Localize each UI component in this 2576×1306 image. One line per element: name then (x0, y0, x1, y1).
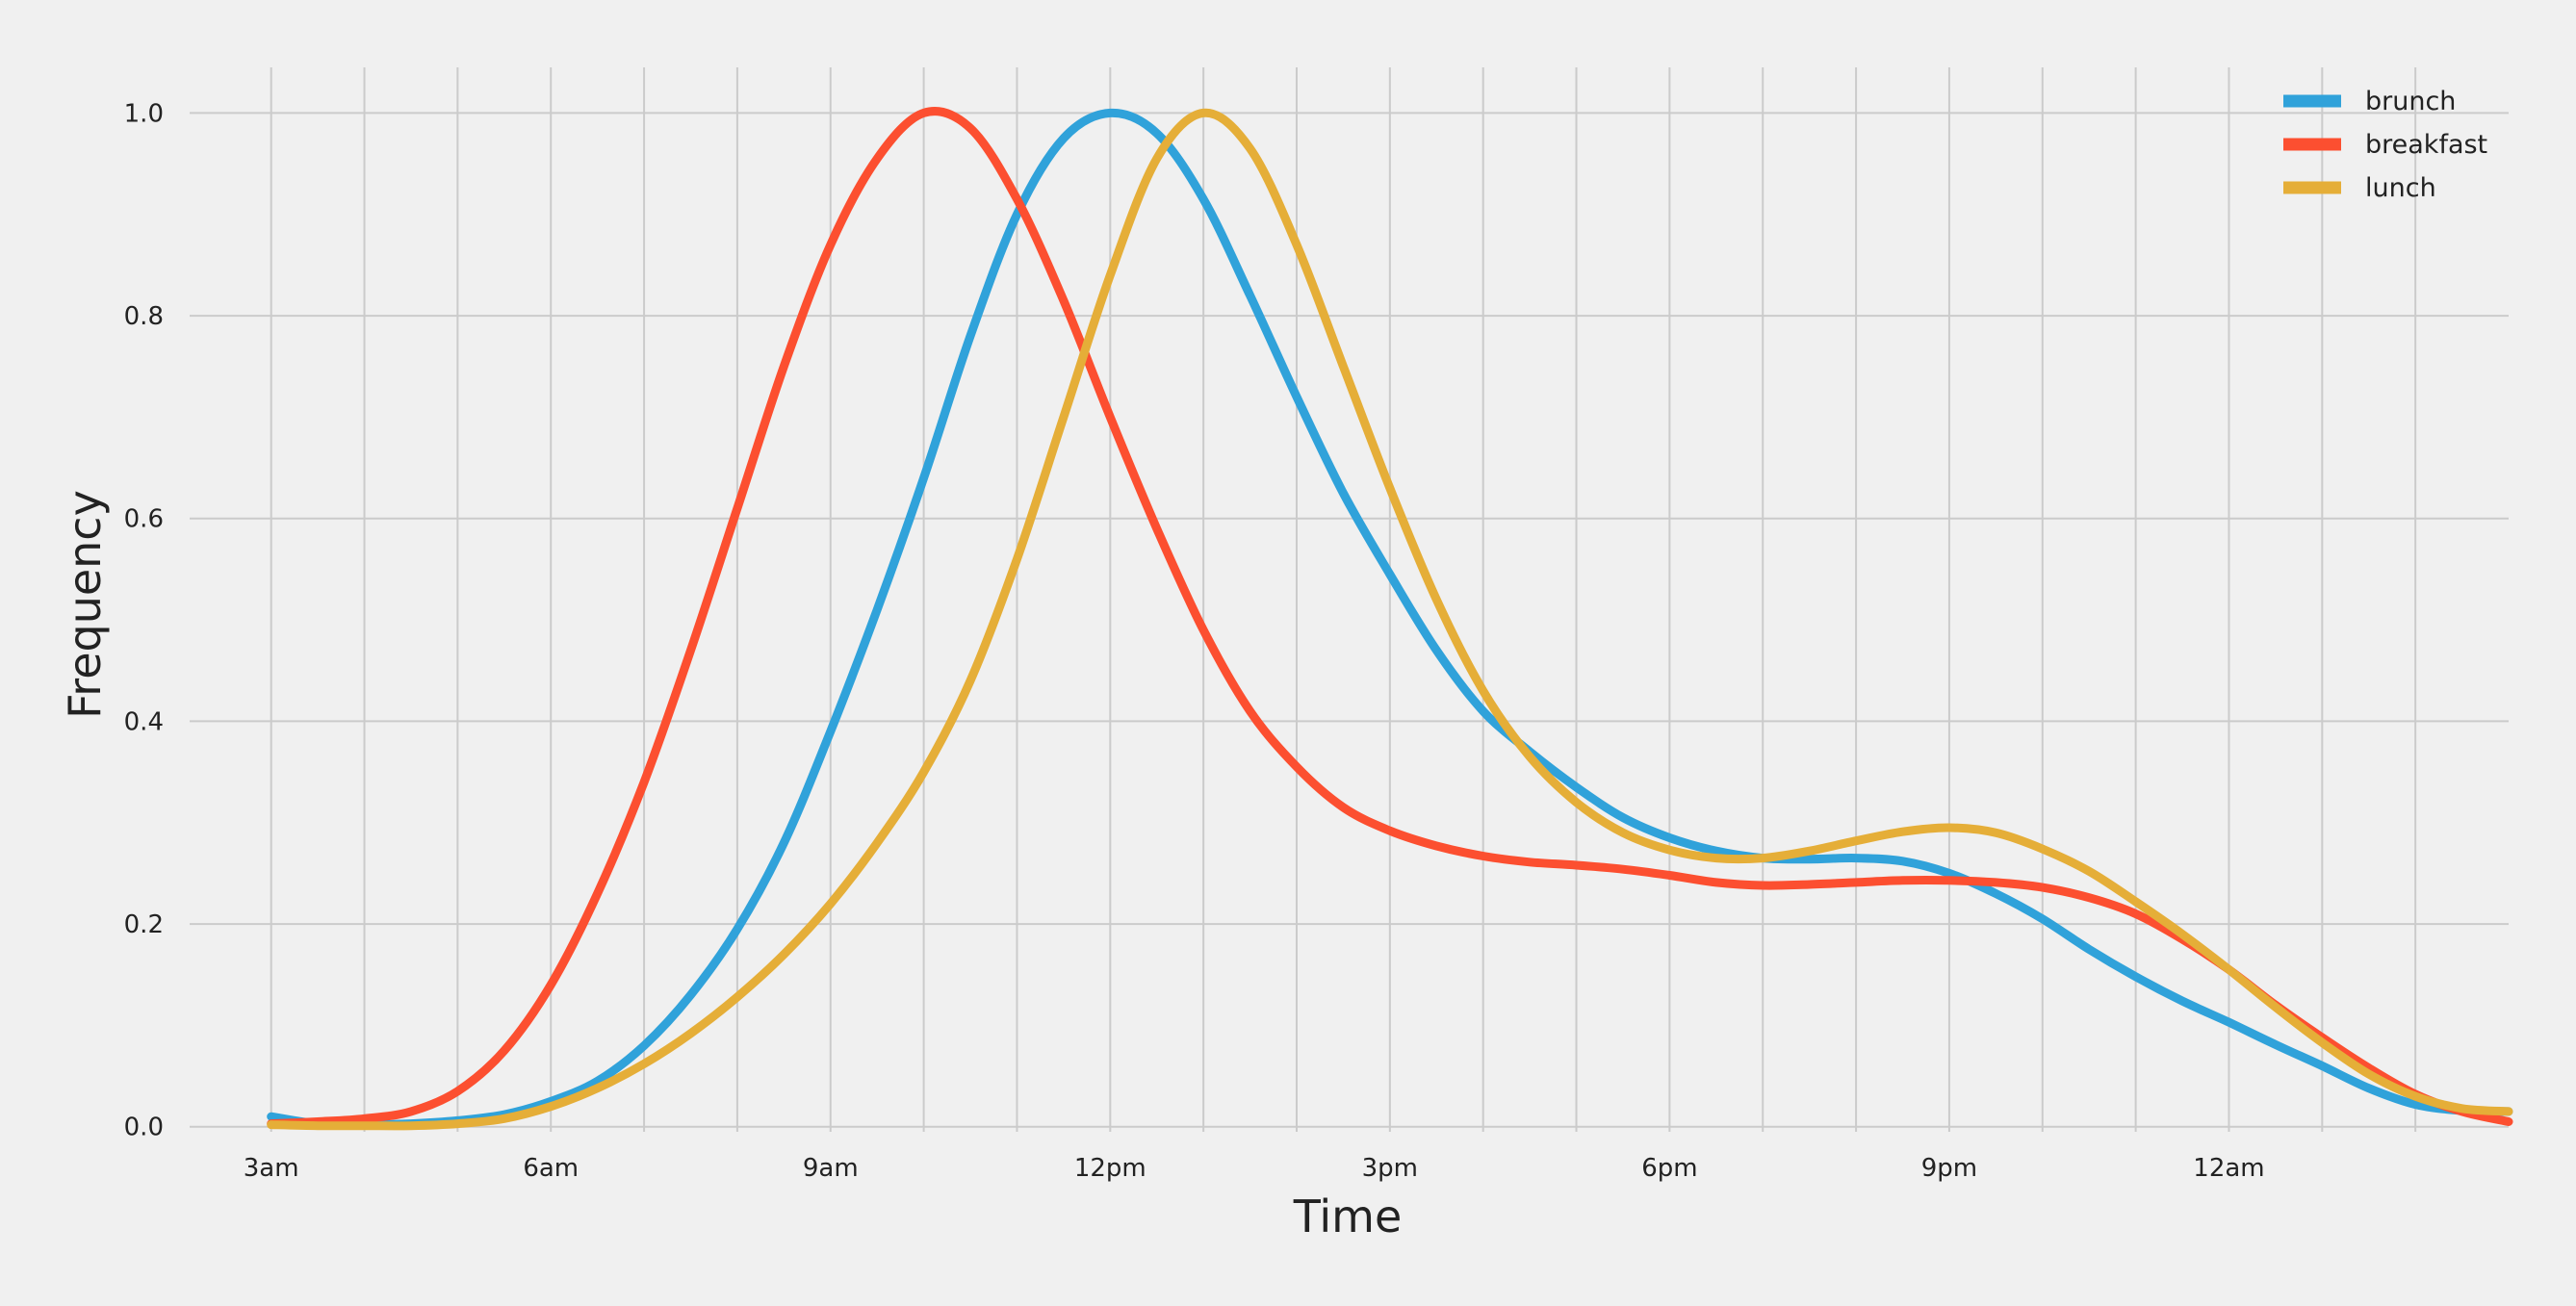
y-tick-label-4: 0.8 (124, 302, 164, 331)
y-tick-label-1: 0.2 (124, 910, 164, 939)
grid (190, 67, 2509, 1132)
legend-label-brunch: brunch (2365, 87, 2456, 116)
y-tick-label-5: 1.0 (124, 99, 164, 128)
x-tick-label-3: 12pm (1074, 1154, 1146, 1183)
series-line-breakfast (267, 107, 2513, 1129)
x-tick-label-6: 9pm (1921, 1154, 1977, 1183)
x-tick-label-4: 3pm (1362, 1154, 1418, 1183)
series-line-lunch (267, 108, 2513, 1131)
x-tick-label-5: 6pm (1641, 1154, 1697, 1183)
x-axis-title: Time (1293, 1191, 1403, 1242)
series-line-brunch (267, 108, 2513, 1130)
y-tick-label-0: 0.0 (124, 1114, 164, 1142)
x-tick-label-2: 9am (803, 1154, 859, 1183)
x-tick-label-7: 12am (2193, 1154, 2264, 1183)
x-tick-label-1: 6am (523, 1154, 579, 1183)
legend-label-breakfast: breakfast (2365, 130, 2487, 160)
y-tick-label-3: 0.6 (124, 505, 164, 534)
x-tick-label-0: 3am (244, 1154, 299, 1183)
legend: brunch breakfast lunch (2283, 87, 2487, 203)
y-tick-labels: 0.0 0.2 0.4 0.6 0.8 1.0 (124, 99, 164, 1141)
legend-label-lunch: lunch (2365, 173, 2436, 203)
y-tick-label-2: 0.4 (124, 707, 164, 736)
y-axis-title: Frequency (59, 490, 111, 719)
x-tick-labels: 3am 6am 9am 12pm 3pm 6pm 9pm 12am (244, 1154, 2265, 1183)
series-lines (267, 107, 2513, 1131)
